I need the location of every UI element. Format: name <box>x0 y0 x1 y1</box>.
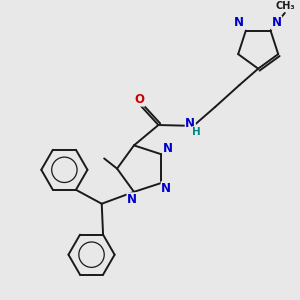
Text: O: O <box>135 93 145 106</box>
Text: N: N <box>163 142 173 155</box>
Text: N: N <box>127 193 137 206</box>
Text: N: N <box>272 16 282 29</box>
Text: H: H <box>192 127 201 137</box>
Text: N: N <box>161 182 171 195</box>
Text: N: N <box>185 118 195 130</box>
Text: CH₃: CH₃ <box>276 1 295 11</box>
Text: N: N <box>234 16 244 29</box>
